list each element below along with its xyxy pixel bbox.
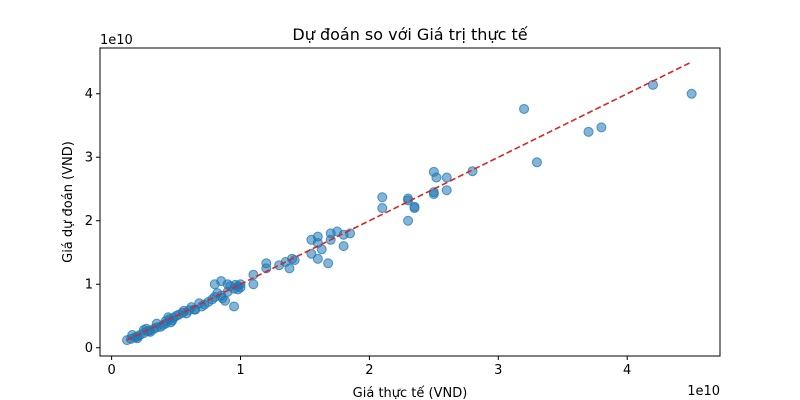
data-point [248, 269, 259, 280]
x-axis-offset-label: 1e10 [687, 384, 720, 399]
y-tick-label: 1 [85, 278, 93, 293]
y-axis-offset-label: 1e10 [100, 33, 133, 48]
x-axis-ticks: 0 1 2 3 4 [107, 356, 631, 378]
data-point [428, 187, 439, 198]
data-point [316, 244, 327, 255]
y-tick-label: 3 [85, 151, 93, 166]
data-point [431, 172, 442, 183]
plot-frame [99, 47, 721, 357]
data-point [229, 301, 240, 312]
data-point [220, 295, 231, 306]
data-point [519, 103, 530, 114]
x-tick-label: 1 [236, 363, 244, 378]
data-point [377, 192, 388, 203]
data-point [312, 253, 323, 264]
perfect-prediction-line [126, 61, 692, 341]
data-point [409, 201, 420, 212]
x-tick-label: 2 [365, 363, 373, 378]
data-point [306, 248, 317, 259]
data-point [531, 157, 542, 168]
data-point [248, 279, 259, 290]
x-tick-label: 3 [494, 363, 502, 378]
data-point [377, 203, 388, 214]
reference-line-layer [126, 61, 692, 341]
data-point [312, 231, 323, 242]
data-point [403, 215, 414, 226]
x-tick-label: 4 [623, 363, 631, 378]
data-point [323, 258, 334, 269]
y-axis-label: Giá dự đoán (VND) [61, 141, 76, 263]
data-point [686, 88, 697, 99]
data-point [338, 241, 349, 252]
data-point [441, 185, 452, 196]
data-point [261, 258, 272, 269]
data-point [284, 263, 295, 274]
data-point [583, 126, 594, 137]
data-point [596, 122, 607, 133]
y-tick-label: 0 [85, 341, 93, 356]
y-tick-label: 2 [85, 214, 93, 229]
data-point [222, 279, 233, 290]
y-axis-ticks: 0 1 2 3 4 [85, 87, 100, 356]
x-tick-label: 0 [107, 363, 115, 378]
y-tick-label: 4 [85, 87, 93, 102]
x-axis-label: Giá thực tế (VND) [353, 386, 468, 400]
chart-title: Dự đoán so với Giá trị thực tế [292, 25, 527, 44]
data-point [207, 294, 218, 305]
data-point [289, 255, 300, 266]
data-point [235, 282, 246, 293]
